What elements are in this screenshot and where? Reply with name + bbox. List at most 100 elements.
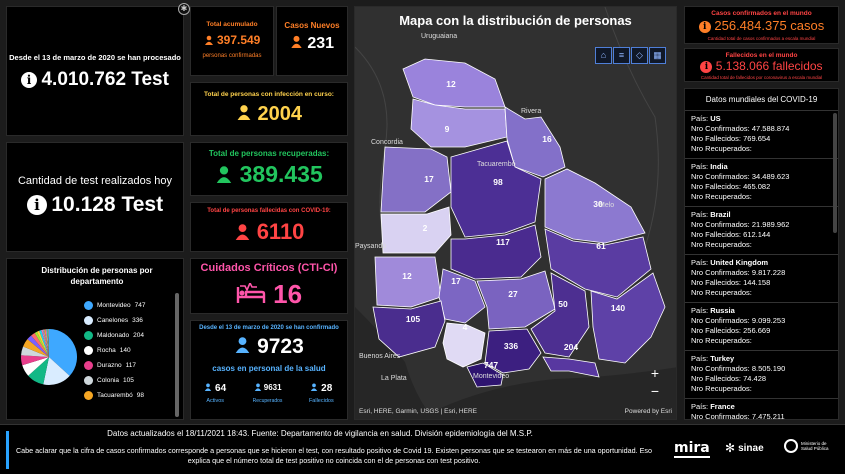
country-name: France: [710, 402, 735, 411]
pie-slice[interactable]: [47, 329, 49, 357]
map-region[interactable]: [380, 206, 452, 254]
zoom-out-button[interactable]: −: [650, 383, 660, 399]
mira-logo-text: mira: [674, 440, 710, 458]
settings-icon[interactable]: ✱: [178, 3, 190, 15]
map-region[interactable]: [476, 270, 556, 330]
map-region-label: 17: [424, 174, 434, 184]
footer-updated: Datos actualizados el 18/11/2021 18:43. …: [107, 429, 533, 438]
country-item[interactable]: País: United Kingdom Nro Confirmados: 9.8…: [685, 254, 838, 302]
list-button[interactable]: ≡: [613, 47, 630, 64]
map-panel[interactable]: 12 9 16 17 98 30 2 117 61 12 17 27 50 140 105 4 336 204 74…: [354, 6, 677, 420]
country-item[interactable]: País: Russia Nro Confirmados: 9.099.253 Nr…: [685, 302, 838, 350]
pie-slice[interactable]: [31, 332, 49, 357]
deaths-prefix: Nro Fallecidos:: [691, 182, 742, 191]
legend-value: 747: [134, 302, 146, 309]
country-confirmed: 7.475.211: [751, 412, 785, 420]
map-region[interactable]: [380, 146, 452, 213]
legend-value: 105: [123, 377, 134, 384]
world-list-panel[interactable]: Datos mundiales del COVID-19 País: US Nro…: [684, 88, 839, 420]
active-title: Total de personas con infección en curso…: [204, 91, 334, 98]
map-region[interactable]: [590, 272, 666, 364]
map-region[interactable]: [372, 300, 446, 358]
legend-swatch: [84, 346, 93, 355]
pie-slice[interactable]: [48, 329, 49, 357]
map-region[interactable]: [438, 268, 486, 324]
map-region[interactable]: [374, 256, 442, 308]
map-region-label: 30: [593, 199, 603, 209]
legend-value: 98: [136, 392, 145, 399]
map-region[interactable]: [542, 356, 600, 378]
pie-slice[interactable]: [44, 329, 49, 357]
country-item[interactable]: País: Brazil Nro Confirmados: 21.989.962 N…: [685, 206, 838, 254]
country-deaths: 74.428: [743, 374, 767, 383]
legend-name: Rocha: [97, 347, 116, 354]
pie-slice[interactable]: [36, 330, 49, 357]
scrollbar[interactable]: [175, 293, 179, 417]
recovered-prefix: Nro Recuperados:: [691, 288, 752, 297]
map-region[interactable]: [442, 322, 486, 368]
person-icon: [234, 335, 251, 359]
country-item[interactable]: País: India Nro Confirmados: 34.489.623 Nr…: [685, 158, 838, 206]
country-item[interactable]: País: Turkey Nro Confirmados: 8.505.190 Nr…: [685, 350, 838, 398]
pie-slice[interactable]: [21, 346, 49, 357]
pie-slice[interactable]: [22, 357, 49, 376]
qr-button[interactable]: ▦: [649, 47, 666, 64]
person-icon: [215, 162, 233, 189]
pie-slice[interactable]: [41, 329, 49, 357]
pie-slice[interactable]: [43, 357, 70, 385]
country-confirmed: 8.505.190: [751, 364, 786, 373]
recovered-prefix: Nro Recuperados:: [691, 240, 752, 249]
country-list[interactable]: País: US Nro Confirmados: 47.588.874 Nro F…: [685, 110, 838, 420]
icu-title: Cuidados Críticos (CTI-CI): [200, 262, 338, 274]
map-region[interactable]: [466, 362, 504, 388]
pie-slice[interactable]: [42, 329, 49, 357]
pie-slice[interactable]: [28, 357, 49, 385]
pie-slice[interactable]: [46, 329, 49, 357]
map-canvas[interactable]: 12 9 16 17 98 30 2 117 61 12 17 27 50 140 105 4 336 204 74…: [355, 7, 677, 420]
country-prefix: País:: [691, 114, 709, 123]
accumulated-title: Total acumulado: [206, 21, 258, 28]
confirmed-prefix: Nro Confirmados:: [691, 364, 750, 373]
map-region[interactable]: [450, 224, 542, 280]
map-region[interactable]: [544, 228, 652, 298]
icu-value: 16: [273, 279, 303, 309]
legend-name: Montevideo: [97, 302, 131, 309]
country-item[interactable]: País: US Nro Confirmados: 47.588.874 Nro F…: [685, 110, 838, 158]
pie-slice[interactable]: [34, 331, 49, 357]
map-region[interactable]: [530, 272, 590, 358]
pie-slice[interactable]: [49, 329, 77, 376]
deaths-prefix: Nro Fallecidos:: [691, 374, 742, 383]
world-deaths-value: 5.138.066 fallecidos: [715, 59, 823, 73]
pie-slice[interactable]: [21, 355, 49, 366]
icu-panel: Cuidados Críticos (CTI-CI) 16: [190, 258, 348, 314]
zoom-in-button[interactable]: +: [650, 365, 660, 381]
pie-slice[interactable]: [27, 335, 49, 357]
map-region[interactable]: [450, 140, 542, 238]
pie-slice[interactable]: [39, 330, 49, 357]
pie-slice[interactable]: [23, 339, 49, 357]
map-region-label: 4: [463, 322, 468, 332]
map-region-label: 2: [423, 223, 428, 233]
health-recovered: 9631 Recuperados: [253, 383, 283, 404]
world-deaths-panel: Fallecidos en el mundo i 5.138.066 falle…: [684, 48, 839, 82]
info-icon: i: [21, 72, 38, 88]
map-place-label: La Plata: [381, 375, 407, 382]
health-deaths: 28 Fallecidos: [309, 383, 334, 404]
powered-by-esri[interactable]: Powered by Esri: [624, 408, 672, 415]
accumulated-value: 397.549: [216, 33, 261, 47]
today-panel: Cantidad de test realizados hoy i 10.128…: [6, 142, 184, 252]
map-place-label: Paysandú: [355, 243, 387, 250]
pie-slice[interactable]: [45, 329, 49, 357]
map-region-label: 117: [496, 237, 510, 247]
recovered-title: Total de personas recuperadas:: [208, 149, 330, 158]
layers-button[interactable]: ◇: [631, 47, 648, 64]
person-icon: [234, 220, 251, 246]
scrollbar[interactable]: [833, 113, 837, 233]
map-region-label: 50: [558, 299, 568, 309]
map-region[interactable]: [544, 168, 646, 244]
map-place-label: Montevideo: [473, 373, 510, 380]
map-region[interactable]: [484, 328, 542, 374]
home-button[interactable]: ⌂: [595, 47, 612, 64]
info-icon: i: [700, 60, 713, 73]
